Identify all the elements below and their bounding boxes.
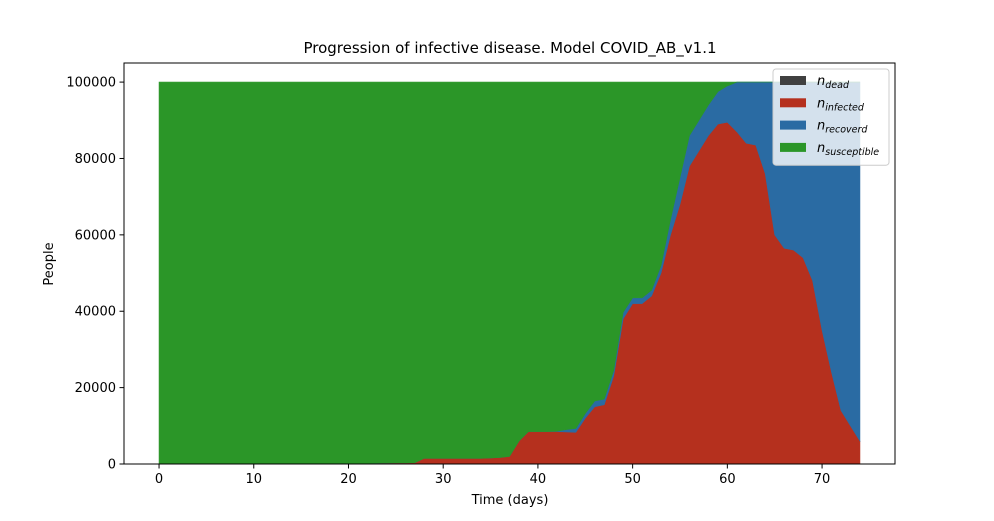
y-tick-label-100000: 100000 [66, 76, 116, 91]
y-tick-label-20000: 20000 [75, 381, 116, 396]
x-tick-label-10: 10 [245, 472, 262, 487]
legend-swatch-recoverd [780, 120, 806, 130]
axes-frame [123, 62, 896, 465]
legend-label-susceptible: nsusceptible [817, 141, 879, 158]
y-axis: 0 20000 40000 60000 80000 100000 [66, 76, 124, 473]
y-tick-label-60000: 60000 [75, 228, 116, 243]
x-tick-label-20: 20 [340, 472, 357, 487]
x-axis: 0 10 20 30 40 50 60 70 [155, 464, 830, 487]
y-axis-label: People [42, 242, 57, 285]
x-tick-label-30: 30 [435, 472, 452, 487]
x-tick-label-60: 60 [719, 472, 736, 487]
x-axis-label: Time (days) [471, 493, 549, 508]
legend-swatch-susceptible [780, 142, 806, 152]
legend-box [772, 68, 890, 166]
legend: ndead ninfected nrecoverd nsusceptible [772, 68, 890, 166]
area-layer [158, 81, 861, 465]
legend-swatch-infected [780, 98, 806, 108]
y-tick-label-0: 0 [108, 458, 116, 473]
y-tick-label-40000: 40000 [75, 305, 116, 320]
x-tick-label-40: 40 [530, 472, 547, 487]
legend-swatch-dead [780, 76, 806, 85]
legend-label-dead: ndead [817, 74, 850, 91]
y-tick-label-80000: 80000 [75, 152, 116, 167]
chart-title: Progression of infective disease. Model … [303, 39, 716, 58]
x-tick-label-50: 50 [624, 472, 641, 487]
x-tick-label-70: 70 [814, 472, 831, 487]
legend-label-recoverd: nrecoverd [817, 119, 868, 136]
legend-label-infected: ninfected [817, 96, 865, 113]
x-tick-label-0: 0 [155, 472, 163, 487]
